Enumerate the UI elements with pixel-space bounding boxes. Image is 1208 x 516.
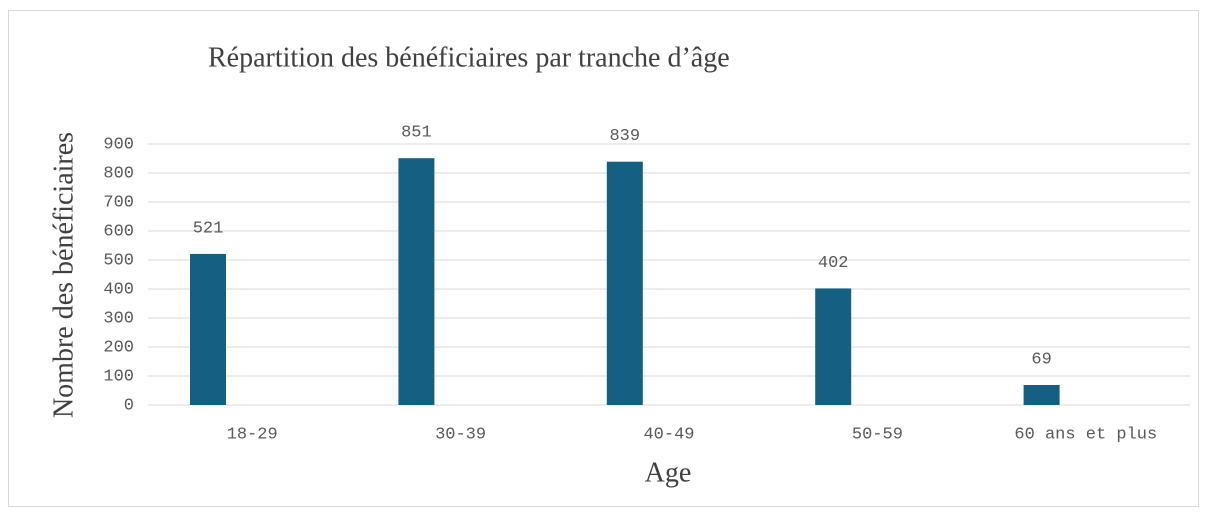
y-tick-label: 700 xyxy=(103,193,134,212)
y-tick-label: 0 xyxy=(124,396,134,415)
y-tick-label: 800 xyxy=(103,164,134,183)
data-label: 69 xyxy=(1031,350,1051,369)
y-axis-label: Nombre des bénéficiaires xyxy=(48,132,79,418)
bar xyxy=(190,253,226,405)
bar xyxy=(606,161,643,405)
bar xyxy=(398,158,435,405)
data-label: 839 xyxy=(609,127,640,146)
x-tick-label: 18-29 xyxy=(227,425,278,444)
y-tick-label: 400 xyxy=(103,280,134,299)
x-tick-label: 40-49 xyxy=(643,425,694,444)
data-label: 521 xyxy=(193,219,224,238)
x-axis-label: Age xyxy=(645,457,692,488)
y-tick-label: 200 xyxy=(103,338,134,357)
y-tick-label: 300 xyxy=(103,309,134,328)
y-tick-label: 500 xyxy=(103,251,134,270)
y-tick-label: 900 xyxy=(103,135,134,154)
y-tick-label: 100 xyxy=(103,367,134,386)
x-tick-label: 60 ans et plus xyxy=(1014,425,1157,444)
bar xyxy=(815,288,852,405)
chart-title: Répartition des bénéficiaires par tranch… xyxy=(208,42,730,73)
x-tick-label: 50-59 xyxy=(852,425,903,444)
x-tick-label: 30-39 xyxy=(435,425,486,444)
bar xyxy=(1023,384,1060,405)
data-label: 402 xyxy=(818,254,849,273)
y-tick-label: 600 xyxy=(103,222,134,241)
data-label: 851 xyxy=(401,124,432,143)
